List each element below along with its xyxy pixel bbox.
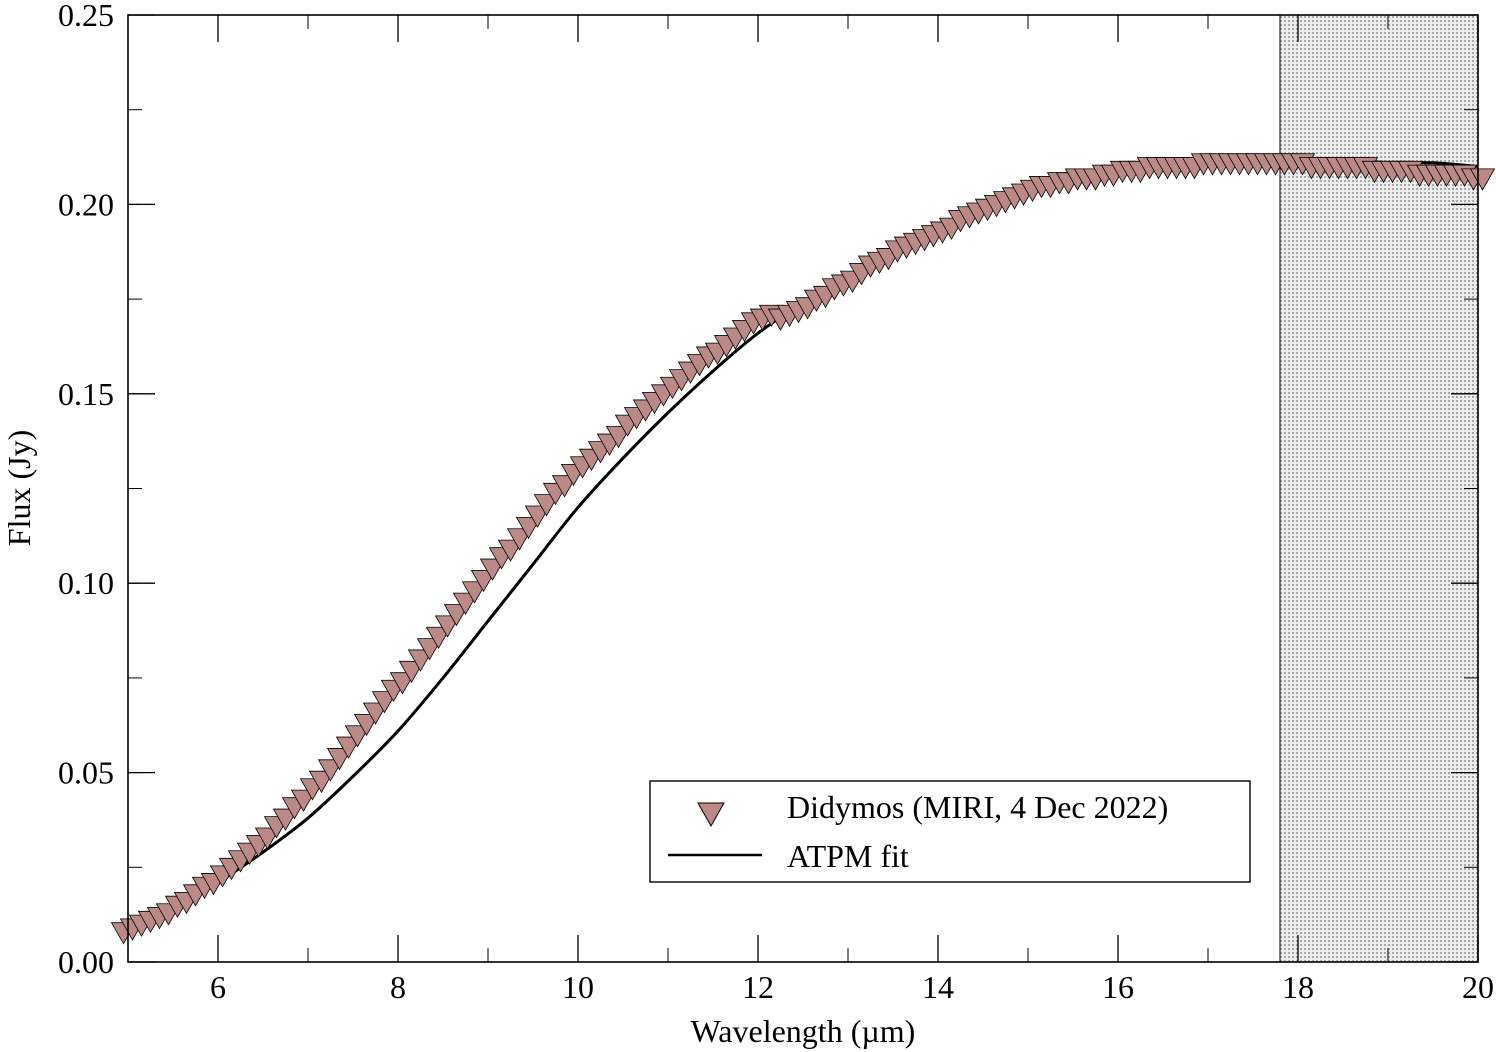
data-point-marker: [308, 770, 335, 793]
data-point-marker: [371, 691, 398, 714]
data-point-marker: [497, 539, 524, 562]
y-axis-title: Flux (Jy): [1, 430, 37, 546]
data-point-marker: [317, 759, 344, 782]
data-point-marker: [416, 638, 443, 661]
y-tick-labels: 0.00 0.05 0.10 0.15 0.20 0.25: [58, 0, 114, 980]
data-point-marker: [524, 505, 551, 528]
data-point-marker: [344, 725, 371, 748]
x-tick-label: 16: [1102, 969, 1134, 1005]
x-axis-title: Wavelength (µm): [691, 1013, 916, 1049]
legend-label-didymos: Didymos (MIRI, 4 Dec 2022): [787, 789, 1168, 825]
x-tick-label: 14: [922, 969, 954, 1005]
x-tick-label: 8: [390, 969, 406, 1005]
y-tick-label: 0.15: [58, 376, 114, 412]
data-point-marker: [443, 604, 470, 627]
x-tick-labels: 6 8 10 12 14 16 18 20: [210, 969, 1494, 1005]
legend-marker-triangle-icon: [697, 802, 725, 828]
data-point-marker: [290, 789, 317, 812]
data-point-marker: [461, 581, 488, 604]
data-point-marker: [254, 827, 281, 850]
data-point-marker: [425, 626, 452, 650]
y-tick-label: 0.00: [58, 944, 114, 980]
legend: Didymos (MIRI, 4 Dec 2022) ATPM fit: [649, 780, 1251, 883]
data-point-marker: [353, 713, 380, 737]
data-point-marker: [605, 426, 632, 449]
y-tick-label: 0.05: [58, 755, 114, 791]
x-tick-label: 10: [562, 969, 594, 1005]
data-point-marker: [398, 660, 425, 684]
plot-frame: [127, 14, 1479, 963]
x-tick-label: 20: [1462, 969, 1494, 1005]
legend-label-atpm-fit: ATPM fit: [787, 838, 909, 874]
data-point-marker: [533, 494, 560, 517]
legend-box: [649, 780, 1251, 883]
y-tick-label: 0.25: [58, 0, 114, 33]
x-tick-label: 6: [210, 969, 226, 1005]
data-point-marker: [479, 558, 506, 581]
data-point-marker: [551, 475, 578, 498]
data-point-marker: [326, 748, 353, 771]
x-tick-label: 18: [1282, 969, 1314, 1005]
y-tick-label: 0.20: [58, 186, 114, 222]
data-point-marker: [452, 592, 479, 615]
data-point-marker: [470, 570, 497, 593]
data-point-marker: [389, 672, 416, 695]
data-point-marker: [1469, 168, 1496, 191]
data-point-marker: [272, 808, 299, 831]
data-point-marker: [515, 516, 542, 540]
x-tick-label: 12: [742, 969, 774, 1005]
y-tick-label: 0.10: [58, 565, 114, 601]
data-point-marker: [407, 649, 434, 672]
data-point-marker: [335, 736, 362, 759]
data-point-marker: [506, 528, 533, 551]
data-point-marker: [434, 615, 461, 638]
data-point-marker: [362, 702, 389, 725]
